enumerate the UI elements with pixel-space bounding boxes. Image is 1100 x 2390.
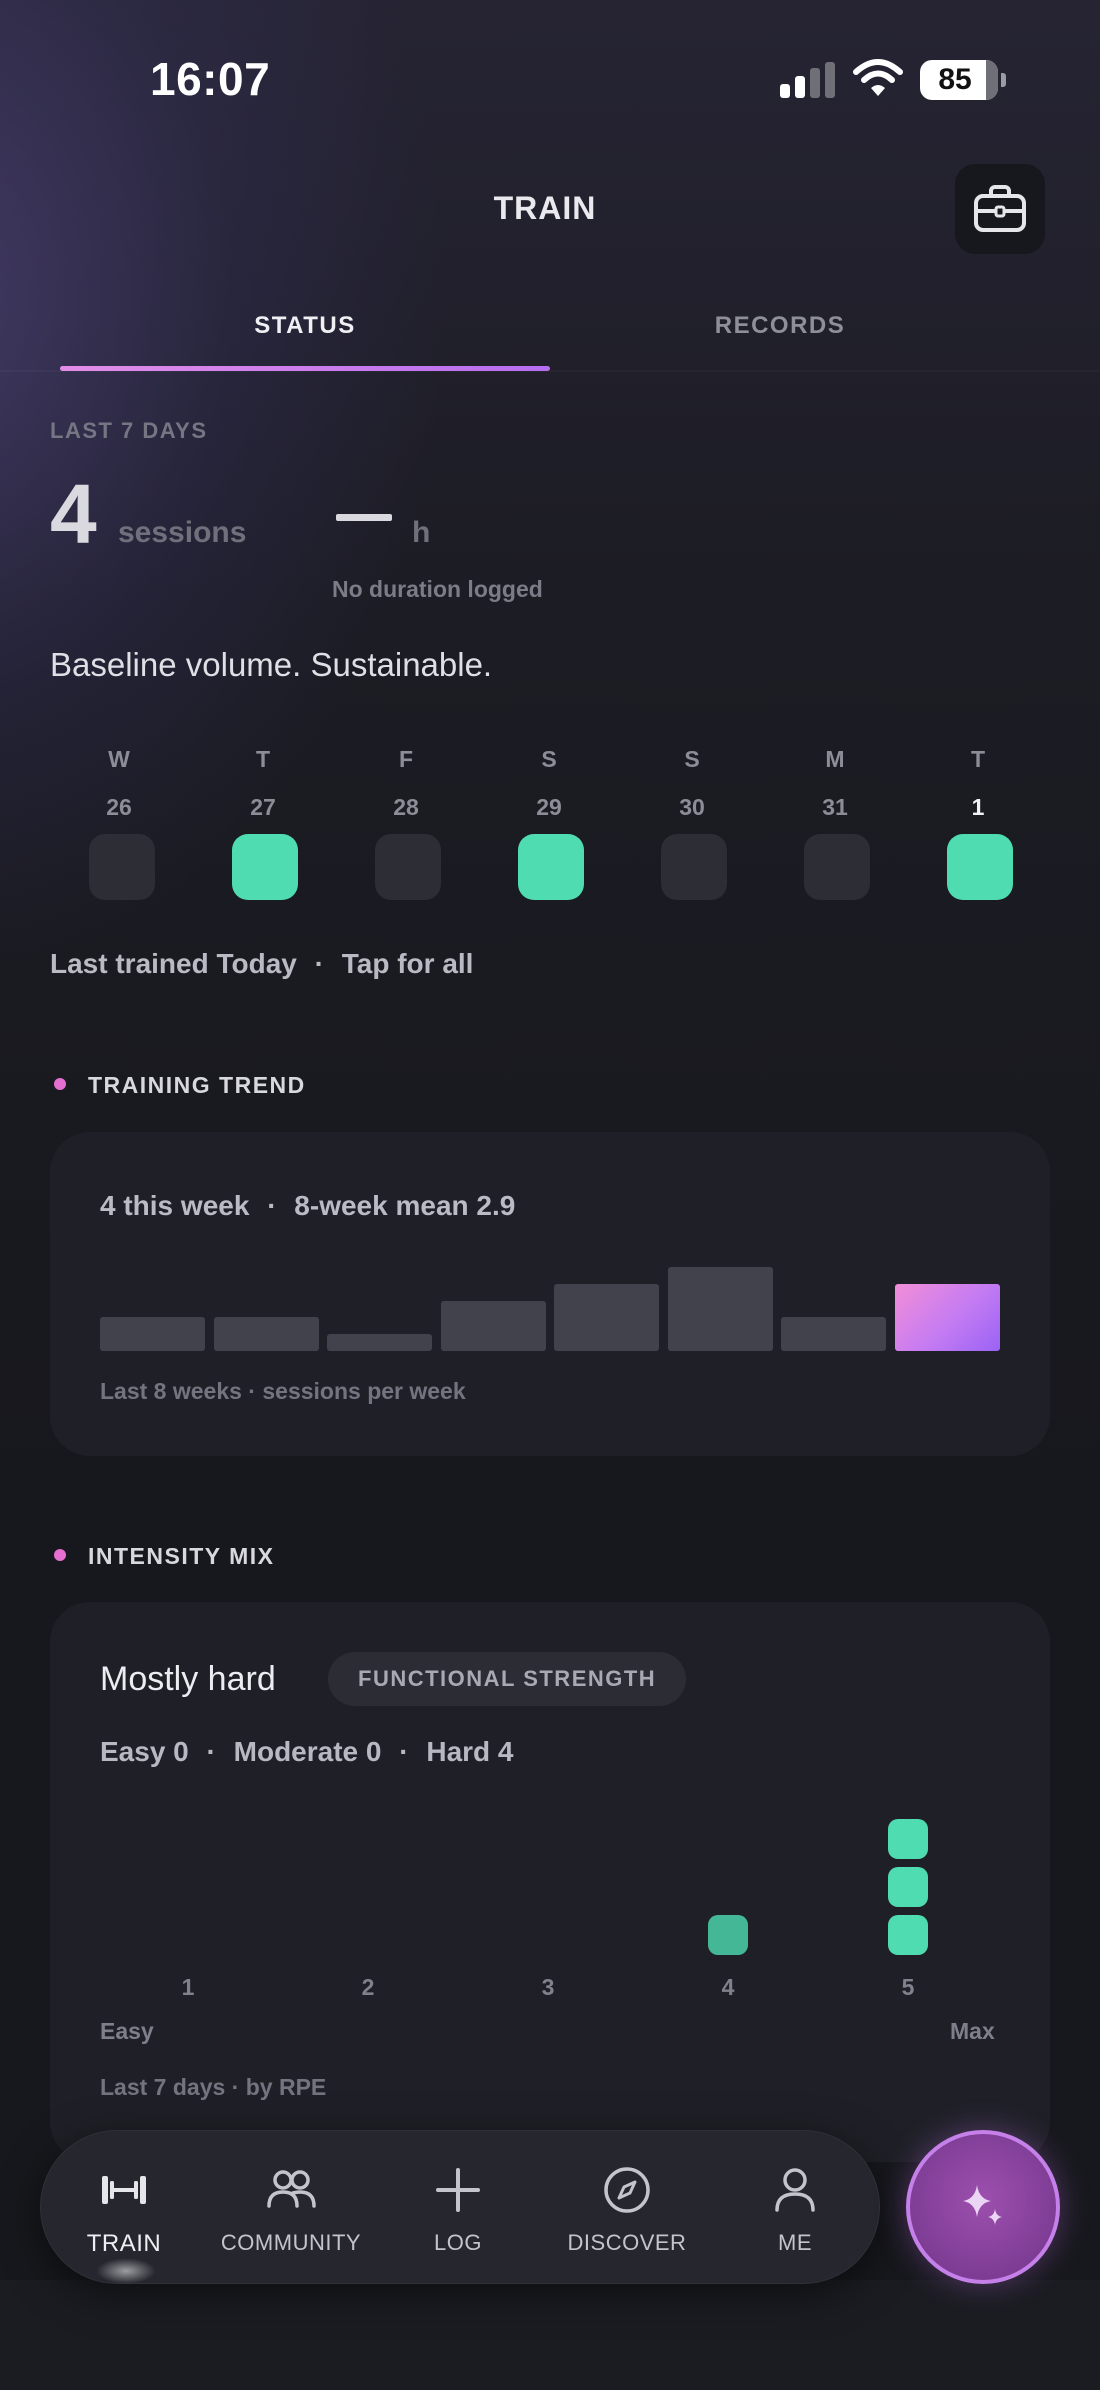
day-date: 29 xyxy=(536,794,562,820)
intensity-mix-title: INTENSITY MIX xyxy=(88,1543,275,1569)
trend-bar xyxy=(327,1334,432,1351)
intensity-headline: Mostly hard xyxy=(100,1660,276,1698)
plus-icon xyxy=(436,2168,480,2212)
active-tab-glow xyxy=(96,2258,156,2284)
trend-bar xyxy=(781,1317,886,1351)
day-letter: F xyxy=(398,746,414,772)
tap-for-all-text: Tap for all xyxy=(341,948,474,979)
last-trained-text: Last trained Today xyxy=(50,948,297,979)
day-cell[interactable] xyxy=(375,834,441,900)
nav-community[interactable]: COMMUNITY xyxy=(221,2162,361,2272)
training-trend-card[interactable] xyxy=(50,1132,1050,1456)
rpe-footnote: Last 7 days · by RPE xyxy=(100,2074,327,2100)
day-cell[interactable] xyxy=(518,834,584,900)
rpe-session-block xyxy=(888,1915,928,1955)
day-letter: W xyxy=(108,746,130,772)
tab-status[interactable]: STATUS xyxy=(254,312,356,339)
trend-summary: 4 this week · 8-week mean 2.9 xyxy=(100,1190,515,1222)
nav-me[interactable]: ME xyxy=(725,2162,865,2272)
separator-dot: · xyxy=(314,948,324,979)
day-letter: M xyxy=(825,746,845,772)
trend-bar xyxy=(213,1317,319,1351)
rpe-level-label: 1 xyxy=(181,1974,195,2000)
duration-value xyxy=(336,514,392,521)
rpe-session-block xyxy=(888,1819,928,1859)
person-icon xyxy=(775,2168,815,2212)
rpe-session-block xyxy=(888,1867,928,1907)
day-cell[interactable] xyxy=(804,834,870,900)
toolbox-button[interactable] xyxy=(955,164,1045,254)
separator-dot: · xyxy=(267,1190,277,1221)
signal-icon xyxy=(780,62,836,98)
people-icon xyxy=(267,2170,316,2208)
rpe-level-label: 2 xyxy=(361,1974,375,2000)
duration-note: No duration logged xyxy=(332,576,543,602)
nav-label: TRAIN xyxy=(86,2230,162,2257)
day-date: 27 xyxy=(250,794,276,820)
rpe-session-block xyxy=(708,1915,748,1955)
separator-dot: · xyxy=(206,1736,216,1767)
status-time: 16:07 xyxy=(150,53,271,105)
day-letter: T xyxy=(255,746,271,772)
volume-verdict: Baseline volume. Sustainable. xyxy=(50,646,493,683)
ai-assistant-button[interactable] xyxy=(906,2130,1060,2284)
nav-train[interactable]: TRAIN xyxy=(54,2162,194,2272)
active-tab-indicator xyxy=(60,366,550,371)
scale-max-label: Max xyxy=(950,2018,995,2044)
eight-week-mean: 8-week mean 2.9 xyxy=(294,1190,516,1221)
day-date: 30 xyxy=(679,794,705,820)
intensity-breakdown: Easy 0 · Moderate 0 · Hard 4 xyxy=(100,1736,514,1768)
day-date-today: 1 xyxy=(971,794,985,820)
nav-label: COMMUNITY xyxy=(220,2230,362,2255)
day-cell[interactable] xyxy=(661,834,727,900)
workout-type-tag: FUNCTIONAL STRENGTH xyxy=(328,1652,687,1706)
rpe-level-label: 3 xyxy=(541,1974,555,2000)
sessions-count: 4 xyxy=(50,467,97,561)
day-cell[interactable] xyxy=(232,834,298,900)
bottom-safe-area xyxy=(0,2280,1100,2390)
sessions-unit: sessions xyxy=(118,516,247,549)
day-date: 26 xyxy=(106,794,132,820)
nav-label: LOG xyxy=(434,2230,482,2255)
trend-bar xyxy=(554,1284,659,1351)
dumbbell-icon xyxy=(102,2176,146,2204)
day-letter: S xyxy=(684,746,700,772)
nav-discover[interactable]: DISCOVER xyxy=(557,2162,697,2272)
nav-log[interactable]: LOG xyxy=(388,2162,528,2272)
wifi-icon xyxy=(852,58,904,98)
day-letter: S xyxy=(541,746,557,772)
trend-footnote: Last 8 weeks · sessions per week xyxy=(100,1378,466,1404)
page-title: TRAIN xyxy=(493,190,597,226)
hard-count: Hard 4 xyxy=(426,1736,514,1767)
sparkle-icon xyxy=(963,2185,1002,2225)
trend-bar xyxy=(667,1267,773,1351)
last-trained-link[interactable]: Last trained Today · Tap for all xyxy=(50,948,473,980)
duration-unit: h xyxy=(412,516,431,549)
scale-min-label: Easy xyxy=(100,2018,154,2044)
day-letter: T xyxy=(970,746,986,772)
day-cell[interactable] xyxy=(89,834,155,900)
tab-records[interactable]: RECORDS xyxy=(714,312,846,339)
nav-label: ME xyxy=(778,2230,812,2255)
compass-icon xyxy=(604,2167,650,2213)
day-date: 28 xyxy=(393,794,419,820)
separator-dot: · xyxy=(399,1736,409,1767)
briefcase-icon xyxy=(974,185,1026,232)
day-date: 31 xyxy=(822,794,848,820)
rpe-level-label: 4 xyxy=(721,1974,735,2000)
section-dot xyxy=(54,1549,66,1561)
this-week-count: 4 this week xyxy=(100,1190,250,1221)
trend-bar xyxy=(440,1301,546,1351)
battery-indicator: 85 xyxy=(920,60,1006,100)
moderate-count: Moderate 0 xyxy=(233,1736,382,1767)
trend-bar xyxy=(100,1317,205,1351)
period-label: LAST 7 DAYS xyxy=(50,418,208,443)
section-dot xyxy=(54,1078,66,1090)
nav-label: DISCOVER xyxy=(567,2230,687,2255)
trend-bar-current-week xyxy=(894,1284,1000,1351)
day-cell[interactable] xyxy=(947,834,1013,900)
rpe-level-label: 5 xyxy=(901,1974,915,2000)
easy-count: Easy 0 xyxy=(100,1736,189,1767)
training-trend-title: TRAINING TREND xyxy=(88,1072,306,1098)
